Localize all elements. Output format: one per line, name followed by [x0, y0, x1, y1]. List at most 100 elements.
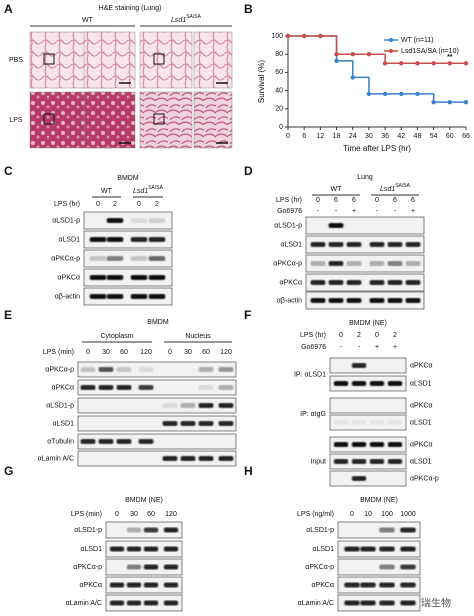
lane-label: 6 — [411, 197, 415, 204]
point — [415, 91, 420, 97]
lane-label: 60 — [202, 349, 210, 356]
blot-strip — [77, 397, 237, 414]
band — [310, 261, 326, 266]
blot-strip — [305, 273, 425, 292]
band — [126, 582, 142, 588]
lane-label: 0 — [96, 201, 100, 208]
band — [387, 280, 403, 285]
band — [387, 298, 403, 303]
band — [379, 600, 395, 606]
point — [301, 33, 307, 39]
blot-strip — [329, 436, 407, 453]
panel-title: BMDM — [117, 175, 139, 182]
lane-label: 0 — [115, 511, 119, 518]
panel-letter: C — [4, 164, 13, 178]
band — [333, 381, 349, 386]
group-label: Lsd1SA/SA — [133, 185, 164, 195]
lane-label: - — [376, 208, 379, 215]
band — [346, 298, 362, 303]
band — [346, 242, 362, 247]
gene: Lsd1 — [380, 186, 395, 193]
lane-label: 0 — [86, 349, 90, 356]
point — [431, 99, 436, 105]
treatment-label: LPS (hr) — [276, 197, 302, 204]
band — [148, 218, 166, 223]
band — [400, 564, 416, 570]
section-label: IP: αIgG — [300, 411, 326, 418]
row-label: αLamin A/C — [66, 600, 102, 607]
lane-label: - — [340, 344, 343, 351]
point — [447, 61, 453, 66]
band — [405, 280, 421, 285]
row-label: αPKCα-p — [45, 366, 74, 373]
histology-image — [193, 31, 233, 89]
point — [463, 99, 469, 105]
x-tick-label: 18 — [333, 133, 341, 140]
band — [162, 456, 178, 461]
histology-image — [139, 91, 193, 149]
band — [109, 600, 125, 606]
band — [346, 280, 362, 285]
blot-strip — [329, 397, 407, 414]
band — [126, 600, 142, 606]
blot-strip — [83, 211, 173, 230]
lane-label: 120 — [165, 511, 177, 518]
lane-label: 100 — [381, 511, 393, 518]
band — [218, 367, 234, 372]
column-label: Lsd1SA/SA — [171, 14, 202, 24]
row-label: αPKCα-p — [410, 475, 439, 482]
band — [180, 456, 196, 461]
band — [387, 242, 403, 247]
band — [162, 421, 178, 426]
band — [180, 403, 196, 408]
row-label: αPKCα — [80, 582, 103, 589]
blot-strip — [329, 470, 407, 487]
band — [130, 256, 148, 261]
band — [138, 439, 154, 444]
annotation: ** — [447, 54, 453, 61]
blot-strip — [337, 594, 421, 612]
blot-strip — [337, 558, 421, 576]
lane-label: 30 — [102, 349, 110, 356]
histology-image — [139, 31, 193, 89]
band — [106, 275, 124, 280]
band — [98, 439, 114, 444]
band — [116, 439, 132, 444]
step-line — [417, 93, 435, 103]
band — [106, 237, 124, 242]
band — [369, 280, 385, 285]
band — [162, 403, 178, 408]
band — [360, 546, 376, 552]
band — [148, 294, 166, 299]
band — [369, 298, 385, 303]
band — [89, 275, 107, 280]
point — [350, 52, 355, 57]
band — [333, 420, 349, 425]
point — [447, 99, 453, 105]
x-axis-label: Time after LPS (hr) — [343, 144, 411, 153]
band — [344, 582, 360, 588]
blot-strip — [337, 521, 421, 539]
blot-strip — [77, 433, 237, 450]
blot-strip — [83, 268, 173, 287]
band — [218, 456, 234, 461]
band — [369, 261, 385, 266]
point — [334, 52, 339, 57]
band — [89, 237, 107, 242]
group-label: WT — [331, 186, 343, 193]
band — [310, 280, 326, 285]
row-label: αLSD1 — [312, 546, 334, 553]
x-tick-label: 12 — [316, 133, 324, 140]
band — [360, 600, 376, 606]
band — [333, 442, 349, 447]
band — [333, 459, 349, 464]
band — [328, 242, 344, 247]
band — [163, 582, 179, 588]
row-label: αLSD1-p — [74, 527, 102, 534]
band — [109, 546, 125, 552]
band — [369, 459, 385, 464]
histology-image — [83, 31, 136, 89]
band — [400, 546, 416, 552]
band — [98, 385, 114, 390]
band — [387, 261, 403, 266]
